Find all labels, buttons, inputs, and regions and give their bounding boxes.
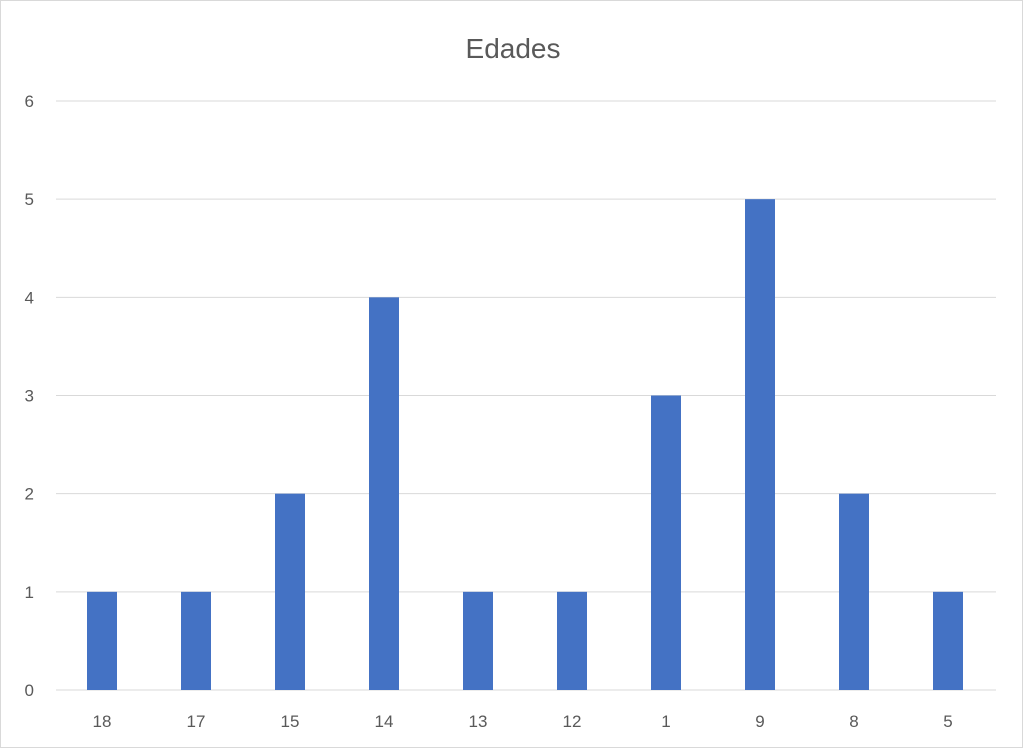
x-tick-label: 15 <box>281 712 300 731</box>
y-tick-label: 0 <box>25 681 34 700</box>
y-tick-label: 5 <box>25 190 34 209</box>
x-tick-label: 9 <box>755 712 764 731</box>
bar-13 <box>463 591 493 690</box>
bar-14 <box>369 297 399 690</box>
bar-1 <box>651 395 681 690</box>
y-tick-label: 1 <box>25 583 34 602</box>
x-tick-label: 12 <box>563 712 582 731</box>
x-tick-label: 5 <box>943 712 952 731</box>
x-tick-label: 18 <box>93 712 112 731</box>
x-axis-ticks: 18 17 15 14 13 12 1 9 8 5 <box>93 712 953 731</box>
x-tick-label: 14 <box>375 712 394 731</box>
y-axis-ticks: 0 1 2 3 4 5 6 <box>25 92 34 700</box>
bar-15 <box>275 493 305 690</box>
y-tick-label: 2 <box>25 485 34 504</box>
x-tick-label: 8 <box>849 712 858 731</box>
y-tick-label: 4 <box>25 288 34 307</box>
x-tick-label: 1 <box>661 712 670 731</box>
x-tick-label: 17 <box>187 712 206 731</box>
bars <box>87 199 963 690</box>
x-tick-label: 13 <box>469 712 488 731</box>
bar-12 <box>557 591 587 690</box>
bar-9 <box>745 199 775 690</box>
bar-5 <box>933 591 963 690</box>
y-tick-label: 3 <box>25 387 34 406</box>
bar-8 <box>839 493 869 690</box>
gridlines <box>56 100 996 691</box>
chart-title: Edades <box>466 33 561 64</box>
y-tick-label: 6 <box>25 92 34 111</box>
bar-18 <box>87 591 117 690</box>
bar-17 <box>181 591 211 690</box>
